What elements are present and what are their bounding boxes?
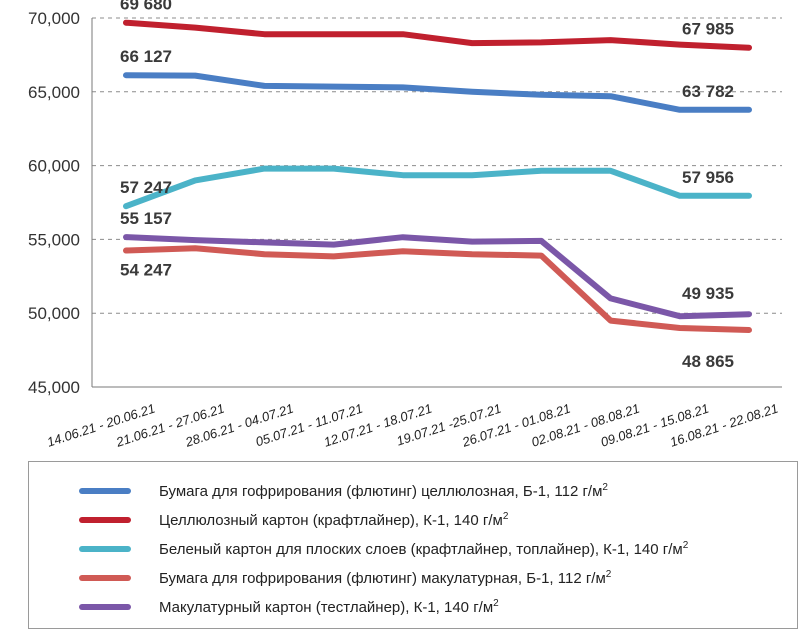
legend-item: Бумага для гофрирования (флютинг) макула… — [29, 563, 611, 593]
data-label: 48 865 — [682, 352, 734, 371]
data-label: 63 782 — [682, 82, 734, 101]
series-line — [123, 165, 752, 210]
legend: Бумага для гофрирования (флютинг) целлюл… — [28, 461, 798, 629]
y-tick-label: 50,000 — [28, 304, 80, 323]
legend-label: Целлюлозный картон (крафтлайнер), К-1, 1… — [159, 511, 509, 529]
series-layer — [123, 19, 752, 333]
chart-area: 45,000 50,000 55,000 60,000 65,000 70,000 14.0… — [28, 0, 782, 448]
legend-label: Бумага для гофрирования (флютинг) макула… — [159, 569, 612, 587]
series-line — [123, 72, 752, 113]
legend-swatch — [79, 517, 131, 523]
data-label: 67 985 — [682, 20, 734, 39]
data-label: 69 680 — [120, 0, 172, 14]
legend-swatch — [79, 546, 131, 552]
series-line — [123, 245, 752, 333]
data-label: 66 127 — [120, 47, 172, 66]
series-line — [123, 19, 752, 51]
legend-item: Бумага для гофрирования (флютинг) целлюл… — [29, 476, 608, 506]
legend-item: Целлюлозный картон (крафтлайнер), К-1, 1… — [29, 505, 508, 535]
legend-label: Макулатурный картон (тестлайнер), К-1, 1… — [159, 598, 499, 616]
y-tick-label: 65,000 — [28, 83, 80, 102]
legend-swatch — [79, 575, 131, 581]
legend-swatch — [79, 604, 131, 610]
data-label: 49 935 — [682, 284, 734, 303]
data-label-layer: 66 127 63 782 69 680 67 985 57 247 57 956 54 2… — [120, 0, 734, 371]
y-tick-label: 60,000 — [28, 157, 80, 176]
series-line — [123, 234, 752, 320]
y-tick-label: 70,000 — [28, 9, 80, 28]
y-tick-label: 45,000 — [28, 378, 80, 397]
legend-swatch — [79, 488, 131, 494]
y-tick-label: 55,000 — [28, 230, 80, 249]
data-label: 57 956 — [682, 168, 734, 187]
data-label: 54 247 — [120, 261, 172, 280]
legend-item: Макулатурный картон (тестлайнер), К-1, 1… — [29, 592, 499, 622]
grid-layer — [92, 17, 782, 314]
data-label: 55 157 — [120, 209, 172, 228]
data-label: 57 247 — [120, 178, 172, 197]
legend-label: Беленый картон для плоских слоев (крафтл… — [159, 540, 689, 558]
line-chart: 45,00050,00055,00060,00065,00070,00014.0… — [28, 0, 782, 448]
legend-label: Бумага для гофрирования (флютинг) целлюл… — [159, 482, 608, 500]
legend-item: Беленый картон для плоских слоев (крафтл… — [29, 534, 688, 564]
